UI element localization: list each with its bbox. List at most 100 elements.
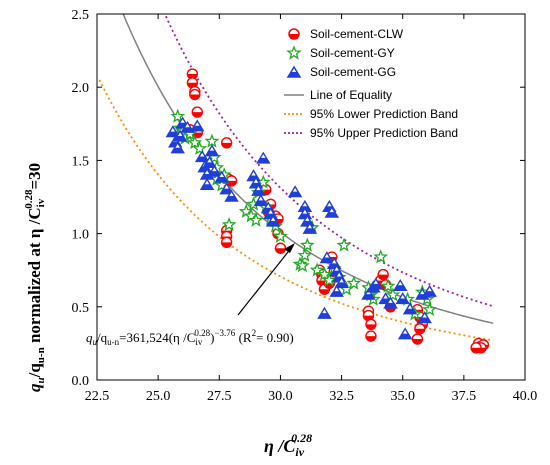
- data-point-star: [346, 275, 362, 290]
- legend-label-lower-band: 95% Lower Prediction Band: [310, 107, 458, 121]
- legend-item-equality: Line of Equality: [284, 88, 392, 102]
- data-point-star: [204, 133, 220, 148]
- data-point-triangle: [165, 125, 181, 138]
- data-point-triangle: [170, 141, 185, 154]
- y-tick-label: 1.0: [72, 228, 90, 243]
- data-point-triangle: [422, 284, 437, 297]
- x-tick-label: 35.0: [390, 389, 415, 404]
- data-point-triangle: [319, 251, 335, 264]
- data-point-star: [321, 272, 337, 287]
- legend-star-icon: [286, 45, 302, 60]
- annotation-arrow: [237, 246, 293, 316]
- x-tick-label: 27.5: [207, 389, 232, 404]
- data-point-circle: [411, 333, 424, 345]
- data-point-triangle: [395, 292, 410, 305]
- data-point-triangle: [393, 278, 408, 292]
- legend-label-upper-band: 95% Upper Prediction Band: [310, 126, 458, 140]
- data-point-triangle: [199, 177, 215, 190]
- x-tick-label: 30.0: [268, 389, 293, 404]
- y-tick-label: 0.5: [72, 301, 90, 316]
- data-points: [165, 68, 490, 354]
- x-tick-label: 25.0: [146, 389, 171, 404]
- data-point-circle: [189, 88, 201, 101]
- data-point-circle: [377, 268, 389, 281]
- data-point-circle: [365, 330, 377, 342]
- x-tick-label: 22.5: [85, 389, 110, 404]
- data-point-circle: [220, 236, 233, 249]
- data-point-triangle: [302, 221, 318, 234]
- data-point-triangle: [383, 296, 398, 309]
- data-point-star: [187, 135, 203, 150]
- plot-frame: [96, 13, 526, 381]
- x-tick-label: 32.5: [329, 389, 354, 404]
- y-tick-label: 2.0: [72, 81, 90, 96]
- y-tick-label: 2.5: [72, 8, 90, 23]
- data-point-star: [336, 237, 352, 252]
- data-point-triangle: [204, 144, 220, 157]
- data-point-circle: [414, 323, 426, 335]
- y-axis-ticks: 0.0 0.5 1.0 1.5 2.0 2.5: [72, 8, 525, 389]
- legend-item-lower-band: 95% Lower Prediction Band: [284, 107, 458, 121]
- data-point-triangle: [194, 150, 210, 163]
- data-point-star: [316, 266, 332, 281]
- data-point-circle: [470, 342, 482, 354]
- legend-item-upper-band: 95% Upper Prediction Band: [284, 126, 458, 140]
- y-tick-label: 0.0: [72, 374, 90, 389]
- data-point-triangle: [368, 277, 384, 290]
- data-point-triangle: [219, 182, 234, 195]
- data-point-triangle: [251, 183, 266, 196]
- data-point-circle: [225, 175, 238, 187]
- data-point-triangle: [329, 284, 344, 297]
- x-tick-label: 40.0: [513, 389, 538, 404]
- data-point-triangle: [256, 151, 271, 164]
- data-point-triangle: [334, 276, 349, 289]
- data-point-triangle: [361, 287, 376, 300]
- x-axis-ticks: 22.5 25.0 27.5 30.0 32.5 35.0 37.5 40.0: [85, 14, 538, 404]
- x-axis-title: η /Civ0.28: [264, 431, 312, 459]
- data-point-triangle: [224, 189, 239, 202]
- data-point-circle: [220, 137, 233, 149]
- data-point-star: [248, 212, 264, 227]
- data-point-triangle: [397, 327, 413, 340]
- data-point-triangle: [265, 214, 281, 227]
- data-point-star: [385, 287, 401, 302]
- y-tick-label: 1.5: [72, 154, 90, 169]
- equation-annotation: qu/qu-n=361,524(η /Civ0.28)−3.76 (R2= 0.…: [86, 243, 295, 347]
- data-point-star: [294, 258, 310, 273]
- data-point-triangle: [417, 311, 432, 324]
- legend-item-gg: Soil-cement-GG: [286, 65, 396, 79]
- arrowhead-icon: [284, 243, 295, 253]
- data-point-star: [297, 247, 313, 262]
- legend-label-gy: Soil-cement-GY: [310, 46, 395, 60]
- data-point-triangle: [402, 302, 418, 315]
- data-point-star: [170, 108, 186, 123]
- data-point-circle: [274, 242, 287, 254]
- data-point-triangle: [207, 164, 222, 177]
- legend-item-gy: Soil-cement-GY: [286, 45, 395, 60]
- x-tick-label: 37.5: [452, 389, 477, 404]
- y-axis-title: qu/qu-n normalized at η /Civ0.28=30: [23, 163, 47, 392]
- data-point-triangle: [317, 306, 332, 319]
- data-point-triangle: [246, 169, 261, 182]
- legend-label-equality: Line of Equality: [310, 88, 392, 102]
- prediction-curves: [98, 14, 494, 342]
- data-point-star: [422, 301, 437, 317]
- curve-0: [122, 14, 494, 325]
- data-point-triangle: [287, 185, 303, 198]
- data-point-star: [272, 228, 288, 243]
- data-point-star: [299, 237, 315, 252]
- data-point-triangle: [324, 205, 340, 218]
- data-point-triangle: [172, 129, 188, 142]
- data-point-triangle: [202, 155, 217, 169]
- data-point-star: [373, 249, 389, 264]
- data-point-star: [221, 217, 237, 232]
- data-point-star: [309, 262, 325, 277]
- data-point-triangle: [214, 170, 229, 183]
- data-point-star: [192, 140, 208, 155]
- legend-label-gg: Soil-cement-GG: [310, 65, 396, 79]
- equation-text: qu/qu-n=361,524(η /Civ0.28)−3.76 (R2= 0.…: [86, 328, 294, 347]
- legend-label-clw: Soil-cement-CLW: [310, 27, 404, 41]
- data-point-triangle: [190, 119, 205, 132]
- data-point-circle: [365, 318, 377, 331]
- curve-2: [163, 14, 494, 308]
